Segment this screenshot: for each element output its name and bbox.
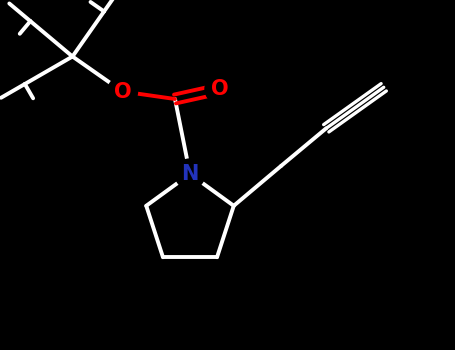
Circle shape [175, 159, 205, 189]
Text: O: O [114, 82, 131, 102]
Circle shape [107, 77, 137, 106]
Text: O: O [211, 79, 229, 99]
Circle shape [205, 74, 235, 104]
Text: N: N [181, 164, 199, 184]
